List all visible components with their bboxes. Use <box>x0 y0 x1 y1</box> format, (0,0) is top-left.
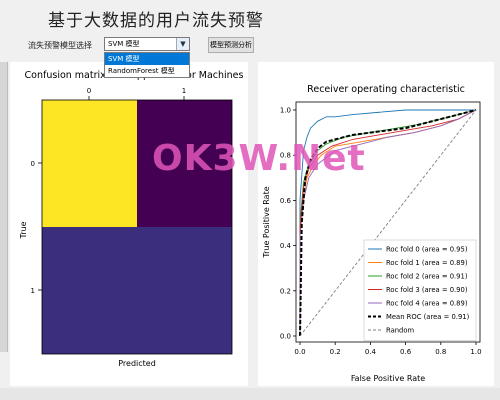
cm-frame <box>41 99 233 355</box>
roc-series-line-3 <box>299 109 477 336</box>
roc-y-tick-label: 0.6 <box>280 197 292 205</box>
cm-cell-0-0 <box>42 100 137 227</box>
dropdown-option-svm[interactable]: SVM 模型 <box>105 53 189 65</box>
roc-y-tick-label: 0.8 <box>280 152 291 160</box>
roc-legend-entry: Roc fold 1 (area = 0.89) <box>386 259 468 267</box>
roc-y-tick-label: 0.0 <box>280 333 291 341</box>
roc-legend-entry: Mean ROC (area = 0.91) <box>386 313 470 321</box>
roc-legend-entry: Roc fold 3 (area = 0.90) <box>386 286 468 294</box>
roc-chart: Receiver operating characteristic 0.0 0.2… <box>262 84 482 383</box>
roc-x-tick-label: 0.0 <box>294 348 305 356</box>
analyze-button[interactable]: 模型预测分析 <box>208 37 254 53</box>
model-select[interactable]: SVM 模型 ▼ <box>104 37 190 51</box>
dropdown-option-randomforest[interactable]: RandomForest 模型 <box>108 67 175 75</box>
app-title: 基于大数据的用户流失预警 <box>48 11 264 31</box>
cm-x-tick-1: 1 <box>182 87 186 95</box>
left-edge-panel <box>0 62 8 352</box>
bottom-status-strip <box>0 388 500 400</box>
model-dropdown-list: SVM 模型 RandomForest 模型 <box>104 52 190 78</box>
roc-y-tick-label: 1.0 <box>280 107 291 115</box>
cm-cell-0-1 <box>137 100 232 227</box>
roc-legend-entry: Roc fold 0 (area = 0.95) <box>386 246 468 254</box>
roc-ylabel: True Positive Rate <box>262 186 271 258</box>
roc-y-tick-label: 0.2 <box>280 287 291 295</box>
roc-panel: Receiver operating characteristic 0.0 0.2… <box>258 62 494 386</box>
roc-series-line-0 <box>299 109 476 336</box>
model-select-label: 流失预警模型选择 <box>28 41 92 50</box>
roc-y-tick-label: 0.4 <box>280 242 292 250</box>
confusion-matrix-figure: Confusion matrix for Support Vector Mach… <box>19 70 244 368</box>
cm-x-tick-0: 0 <box>87 87 91 95</box>
watermark-logo: OK3W.Net <box>152 138 366 179</box>
cm-y-tick-0: 0 <box>31 160 35 168</box>
cm-y-tick-1: 1 <box>31 287 35 295</box>
cm-ylabel: True <box>19 221 28 239</box>
roc-x-tick-label: 0.4 <box>365 348 377 356</box>
roc-x-tick-label: 0.6 <box>400 348 412 356</box>
roc-legend-entry: Random <box>386 327 415 335</box>
roc-x-tick-label: 1.0 <box>470 348 481 356</box>
roc-x-tick-label: 0.2 <box>330 348 341 356</box>
roc-legend-entry: Roc fold 2 (area = 0.91) <box>386 273 468 281</box>
roc-title: Receiver operating characteristic <box>307 84 465 95</box>
cm-xlabel: Predicted <box>118 359 156 368</box>
roc-x-tick-label: 0.8 <box>435 348 446 356</box>
confusion-matrix-panel: Confusion matrix for Support Vector Mach… <box>10 62 248 386</box>
cm-cell-1-1 <box>137 227 232 354</box>
roc-series-line-5 <box>299 109 477 337</box>
cm-cell-1-0 <box>42 227 137 354</box>
roc-xlabel: False Positive Rate <box>351 374 425 383</box>
roc-legend-box <box>363 239 477 341</box>
model-select-value: SVM 模型 <box>108 40 140 48</box>
chevron-down-icon[interactable]: ▼ <box>176 38 189 50</box>
roc-series-line-6 <box>299 109 477 337</box>
roc-legend-entry: Roc fold 4 (area = 0.89) <box>386 300 468 308</box>
